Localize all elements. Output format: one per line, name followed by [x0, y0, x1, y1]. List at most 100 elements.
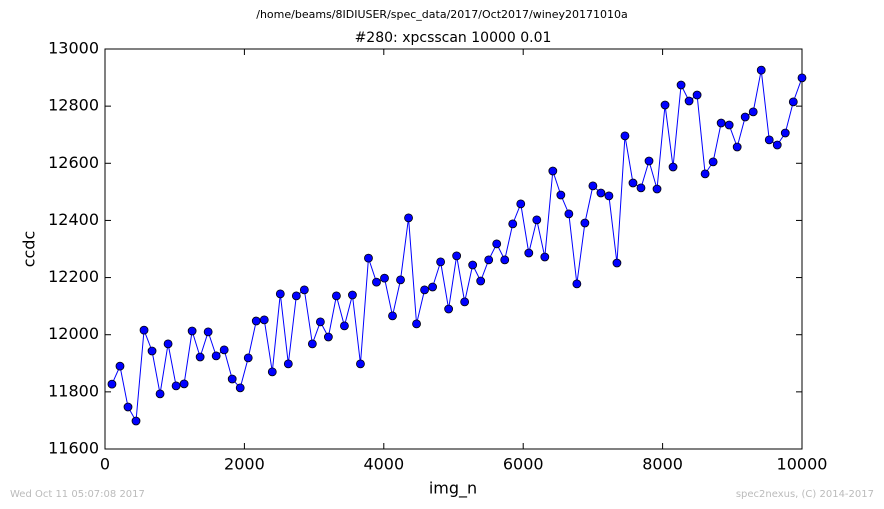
data-point	[147, 346, 157, 356]
data-point	[716, 118, 726, 128]
data-point	[532, 215, 542, 225]
suptitle: /home/beams/8IDIUSER/spec_data/2017/Oct2…	[256, 8, 628, 21]
data-point	[195, 352, 205, 362]
data-point	[604, 191, 614, 201]
data-point	[243, 353, 253, 363]
data-point	[772, 140, 782, 150]
y-tick-label: 12600	[48, 153, 99, 172]
data-point	[420, 285, 429, 295]
data-point	[340, 321, 349, 331]
x-tick-label: 10000	[777, 455, 828, 474]
y-tick-label: 13000	[48, 39, 99, 58]
footer-left: Wed Oct 11 05:07:08 2017	[10, 489, 145, 500]
data-point	[404, 213, 413, 223]
y-tick-label: 12800	[48, 96, 99, 115]
data-point	[163, 339, 173, 349]
data-point	[756, 65, 766, 75]
data-point	[123, 402, 133, 412]
data-point	[412, 319, 421, 329]
data-point	[732, 142, 742, 152]
data-point	[332, 291, 341, 301]
data-point	[452, 251, 462, 261]
data-point	[468, 260, 478, 270]
data-point	[596, 188, 606, 198]
data-point	[107, 379, 117, 389]
data-point	[348, 290, 357, 300]
y-tick-label: 12000	[48, 324, 99, 343]
data-point	[708, 157, 718, 167]
data-point	[788, 97, 798, 107]
data-point	[372, 277, 381, 287]
data-point	[179, 379, 189, 389]
data-point	[516, 199, 526, 209]
data-point	[540, 252, 550, 262]
data-point	[660, 100, 670, 110]
data-point	[428, 282, 437, 292]
y-axis-label: ccdc	[20, 231, 39, 268]
data-point	[484, 255, 494, 265]
y-tick-label: 11800	[48, 381, 99, 400]
data-point	[444, 304, 454, 314]
data-point	[644, 156, 654, 166]
data-point	[139, 325, 149, 335]
data-point	[307, 339, 317, 349]
x-tick-label: 4000	[363, 455, 404, 474]
x-tick-label: 6000	[503, 455, 544, 474]
data-point	[500, 255, 510, 265]
data-point	[460, 297, 470, 307]
data-point	[291, 291, 301, 301]
data-point	[219, 345, 229, 355]
chart-title: #280: xpcsscan 10000 0.01	[355, 30, 552, 46]
data-point	[492, 239, 502, 249]
data-point	[612, 258, 622, 268]
data-point	[572, 279, 582, 289]
data-point	[315, 317, 325, 327]
y-tick-label: 11600	[48, 439, 99, 458]
data-point	[580, 218, 590, 228]
data-point	[780, 128, 790, 138]
footer-right: spec2nexus, (C) 2014-2017	[736, 489, 874, 500]
data-point	[283, 359, 293, 369]
data-point	[388, 311, 397, 321]
data-point	[299, 285, 309, 295]
data-point	[692, 90, 702, 100]
data-point	[203, 327, 213, 337]
data-point	[668, 162, 678, 172]
data-point	[364, 253, 373, 263]
data-point	[155, 389, 165, 399]
data-point	[676, 80, 686, 90]
data-point	[476, 276, 486, 286]
data-point	[323, 332, 333, 342]
data-line	[111, 70, 803, 423]
data-point	[267, 367, 277, 377]
data-point	[764, 135, 774, 145]
data-point	[251, 316, 261, 326]
data-point	[636, 183, 646, 193]
x-tick-label: 8000	[642, 455, 683, 474]
data-point	[436, 257, 446, 267]
data-point	[275, 289, 285, 299]
y-tick-label: 12200	[48, 267, 99, 286]
data-point	[628, 178, 638, 188]
data-point	[524, 248, 534, 258]
data-point	[740, 112, 750, 122]
x-axis-label: img_n	[429, 479, 477, 499]
data-point	[548, 166, 558, 176]
data-point	[259, 315, 269, 325]
data-point	[564, 209, 574, 219]
data-point	[724, 120, 734, 130]
data-point	[588, 181, 598, 191]
data-point	[235, 383, 245, 393]
data-point	[380, 273, 389, 283]
data-point	[356, 359, 365, 369]
data-point	[748, 107, 758, 117]
data-point	[700, 169, 710, 179]
data-point	[652, 184, 662, 194]
data-point	[131, 416, 141, 426]
data-point	[171, 381, 181, 391]
data-point	[508, 219, 518, 229]
y-tick-label: 12400	[48, 210, 99, 229]
data-point	[556, 190, 566, 200]
data-point	[187, 326, 197, 336]
